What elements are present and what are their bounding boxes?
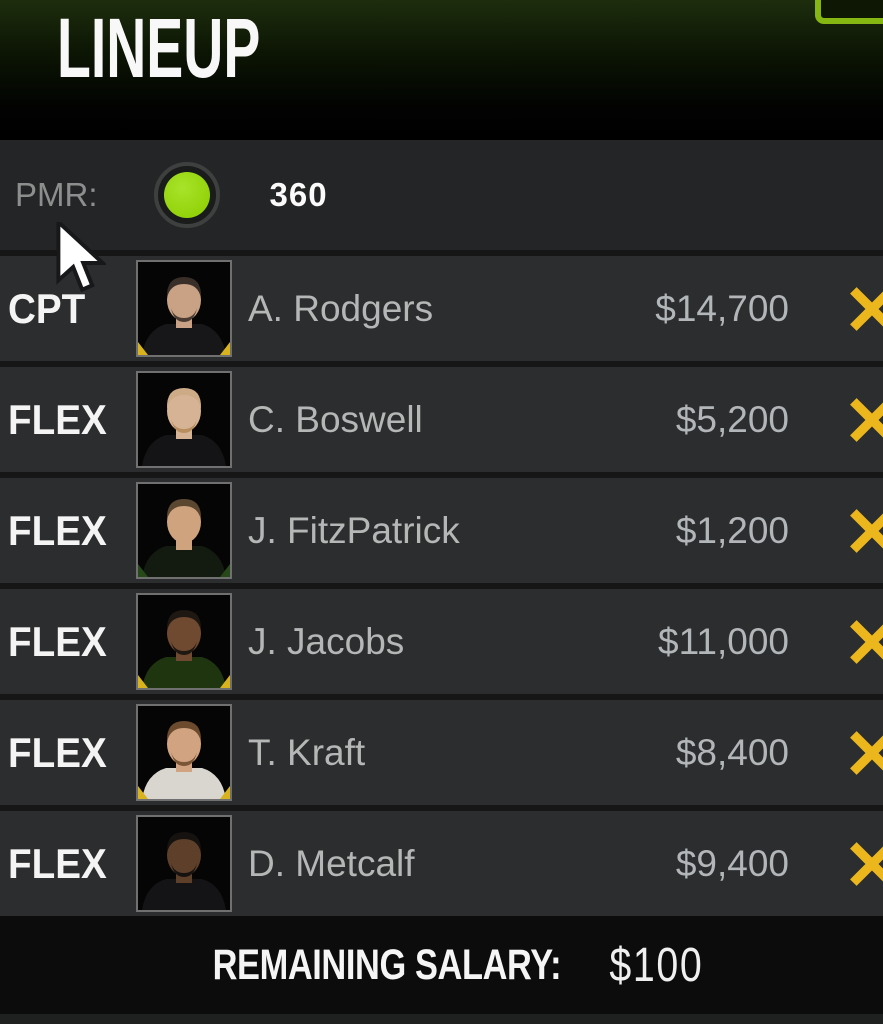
position-label: FLEX xyxy=(8,728,107,776)
player-name: T. Kraft xyxy=(248,731,366,773)
remove-player-x-icon[interactable] xyxy=(844,503,883,559)
remove-player-x-icon[interactable] xyxy=(844,836,883,892)
player-salary: $1,200 xyxy=(675,509,789,551)
pmr-label: PMR: xyxy=(15,176,98,213)
pmr-bar: PMR: 360 xyxy=(0,140,883,250)
green-corner-accent-icon xyxy=(815,0,883,24)
player-photo xyxy=(136,371,232,468)
remaining-salary-label: REMAINING SALARY: xyxy=(212,940,562,989)
pmr-status-dot-icon xyxy=(153,162,220,228)
position-label: FLEX xyxy=(8,506,107,554)
position-label: FLEX xyxy=(8,839,107,887)
player-row-metcalf[interactable]: FLEX D. Metcalf $9,400 xyxy=(0,811,883,916)
position-label: FLEX xyxy=(8,395,107,443)
page-title: LINEUP xyxy=(57,1,261,95)
player-name: J. Jacobs xyxy=(248,620,405,662)
player-photo xyxy=(136,593,232,690)
player-row-jacobs[interactable]: FLEX J. Jacobs $11,000 xyxy=(0,589,883,694)
remove-player-x-icon[interactable] xyxy=(844,392,883,448)
remove-player-x-icon[interactable] xyxy=(844,281,883,337)
pmr-value: 360 xyxy=(269,176,328,213)
position-label: FLEX xyxy=(8,617,107,665)
remove-player-x-icon[interactable] xyxy=(844,725,883,781)
remaining-salary-bar: REMAINING SALARY: $100 xyxy=(0,916,883,1014)
player-photo xyxy=(136,482,232,579)
player-row-rodgers[interactable]: CPT A. Rodgers $14,700 xyxy=(0,256,883,361)
player-name: A. Rodgers xyxy=(248,287,434,329)
position-label: CPT xyxy=(8,284,86,332)
player-row-fitzpatrick[interactable]: FLEX J. FitzPatrick $1,200 xyxy=(0,478,883,583)
player-name: C. Boswell xyxy=(248,398,423,440)
player-salary: $9,400 xyxy=(675,842,789,884)
lineup-header: LINEUP xyxy=(0,0,883,140)
bottom-strip xyxy=(0,1014,883,1024)
remaining-salary-value: $100 xyxy=(609,938,704,992)
remove-player-x-icon[interactable] xyxy=(844,614,883,670)
player-photo xyxy=(136,704,232,801)
player-salary: $14,700 xyxy=(655,287,789,329)
player-salary: $8,400 xyxy=(675,731,789,773)
player-salary: $11,000 xyxy=(658,620,789,662)
player-photo xyxy=(136,815,232,912)
player-name: J. FitzPatrick xyxy=(248,509,460,551)
player-photo xyxy=(136,260,232,357)
pmr-dot xyxy=(163,172,210,218)
player-salary: $5,200 xyxy=(675,398,789,440)
lineup-rows: CPT A. Rodgers $14,700 FLEX C. Boswell $… xyxy=(0,256,883,922)
player-row-boswell[interactable]: FLEX C. Boswell $5,200 xyxy=(0,367,883,472)
player-row-kraft[interactable]: FLEX T. Kraft $8,400 xyxy=(0,700,883,805)
player-name: D. Metcalf xyxy=(248,842,415,884)
